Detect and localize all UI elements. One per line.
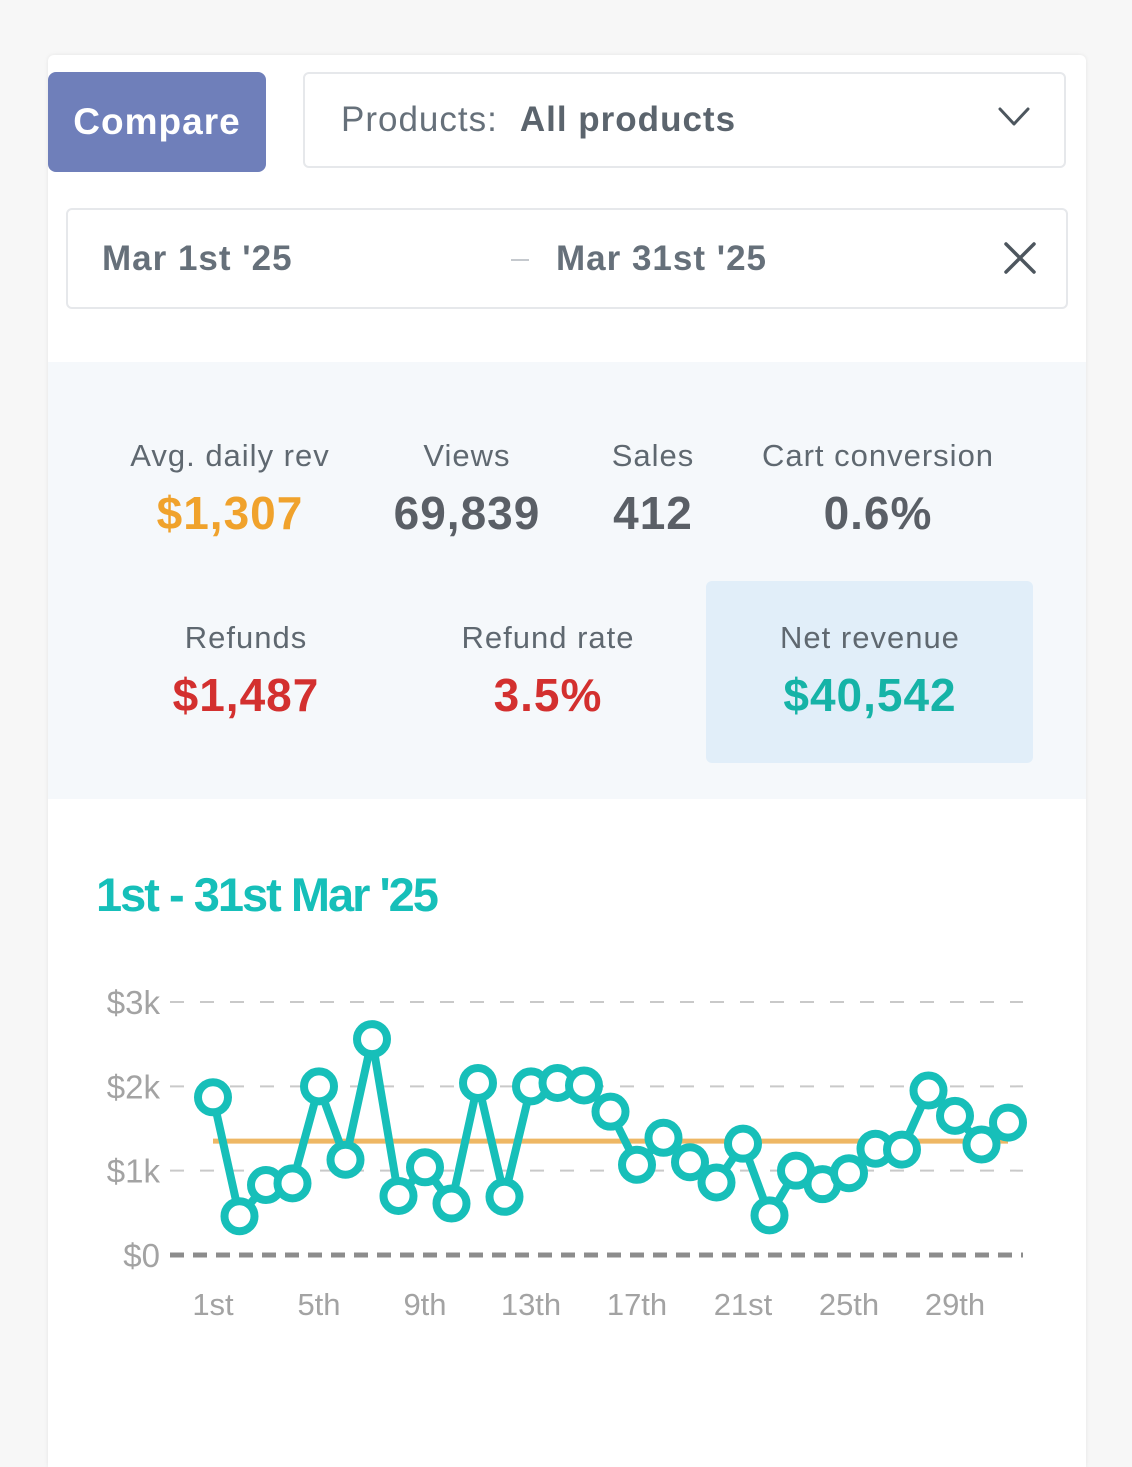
close-icon[interactable] (1002, 240, 1038, 276)
stat-label: Views (423, 438, 511, 473)
stat-value: $40,542 (783, 669, 957, 721)
data-point (432, 1184, 471, 1223)
stat-label: Refund rate (461, 620, 635, 655)
x-tick-label: 1st (192, 1287, 234, 1322)
data-point (962, 1125, 1001, 1164)
data-point (194, 1078, 232, 1117)
stat-value: $1,307 (156, 487, 304, 539)
data-point (353, 1020, 391, 1059)
y-tick-label: $1k (107, 1153, 161, 1190)
y-tick-label: $0 (123, 1237, 160, 1274)
data-point (830, 1154, 868, 1193)
stat-value: $1,487 (172, 669, 320, 721)
data-point (220, 1197, 259, 1236)
stat-cart-conversion: Cart conversion 0.6% (738, 438, 1018, 540)
stat-label: Avg. daily rev (130, 438, 330, 473)
chart-title: 1st - 31st Mar '25 (96, 868, 439, 921)
stats-panel: Avg. daily rev $1,307 Views 69,839 Sales… (48, 362, 1086, 799)
data-point (671, 1143, 709, 1182)
x-tick-label: 21st (714, 1287, 773, 1322)
data-point (724, 1124, 762, 1163)
data-point (565, 1066, 603, 1105)
data-point (697, 1163, 736, 1202)
analytics-card: Compare Products: All products Mar 1st '… (48, 55, 1086, 1467)
revenue-line-chart: $0 $1k $2k $3k 1st 5th 9th 13th 17th 21st 25th 29th (107, 984, 1027, 1322)
data-point (326, 1140, 365, 1179)
stat-views: Views 69,839 (367, 438, 567, 540)
stat-sales: Sales 412 (593, 438, 713, 540)
x-tick-label: 13th (501, 1287, 561, 1322)
products-label: Products: (341, 100, 498, 139)
stat-label: Net revenue (780, 620, 960, 655)
y-tick-label: $3k (107, 984, 161, 1021)
stat-avg-daily-rev: Avg. daily rev $1,307 (110, 438, 350, 540)
y-tick-label: $2k (107, 1068, 161, 1105)
x-tick-label: 9th (403, 1287, 446, 1322)
stat-value: 69,839 (393, 487, 541, 539)
stat-value: 3.5% (493, 669, 603, 721)
stat-refund-rate: Refund rate 3.5% (428, 620, 668, 722)
products-selected-value: All products (519, 100, 737, 139)
data-point (379, 1176, 418, 1215)
chevron-down-icon (998, 107, 1030, 126)
compare-button[interactable]: Compare (48, 72, 266, 172)
date-range-picker: Mar 1st '25 Mar 31st '25 (66, 208, 1068, 309)
data-point (300, 1067, 338, 1106)
data-point (485, 1177, 524, 1216)
data-point (406, 1148, 444, 1187)
data-point (909, 1071, 948, 1110)
data-point (591, 1092, 630, 1131)
stat-net-revenue[interactable]: Net revenue $40,542 (720, 620, 1020, 722)
stat-label: Cart conversion (761, 438, 995, 473)
stat-refunds: Refunds $1,487 (146, 620, 346, 722)
x-tick-label: 25th (819, 1287, 879, 1322)
stat-label: Sales (611, 438, 695, 473)
data-point (273, 1164, 312, 1203)
x-tick-label: 5th (297, 1287, 340, 1322)
stat-value: 412 (613, 487, 693, 539)
data-point (989, 1103, 1027, 1142)
start-date-input[interactable]: Mar 1st '25 (102, 239, 293, 278)
data-point (618, 1145, 656, 1184)
data-point (936, 1096, 974, 1135)
x-tick-label: 17th (607, 1287, 667, 1322)
date-separator (511, 259, 529, 261)
data-point (883, 1130, 921, 1169)
data-point (750, 1196, 789, 1235)
products-dropdown[interactable]: Products: All products (303, 72, 1066, 168)
stat-label: Refunds (184, 620, 308, 655)
x-tick-label: 29th (925, 1287, 985, 1322)
end-date-input[interactable]: Mar 31st '25 (556, 239, 767, 278)
data-point (459, 1063, 497, 1102)
stat-value: 0.6% (823, 487, 933, 539)
data-point (644, 1118, 683, 1157)
net-revenue-highlight (706, 581, 1033, 763)
